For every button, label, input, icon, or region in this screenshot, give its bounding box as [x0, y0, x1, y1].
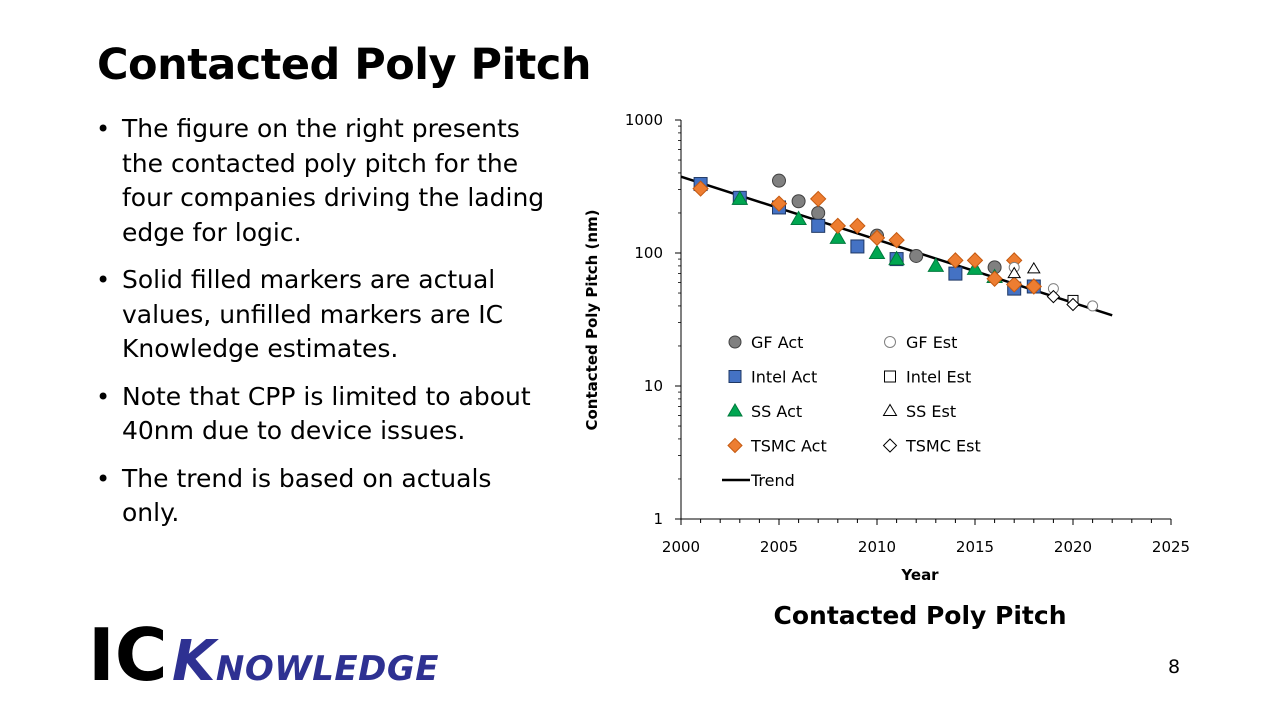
- bullet-item: The trend is based on actuals only.: [96, 462, 546, 531]
- y-tick-label: 10: [644, 377, 663, 395]
- data-point-ss-act: [888, 250, 905, 266]
- data-point-intel-act: [948, 266, 963, 281]
- x-axis-title: Year: [900, 566, 939, 584]
- data-point-ss-act: [927, 257, 945, 272]
- logo-knowledge-text: KNOWLEDGE LLC: [172, 629, 448, 692]
- legend-marker: [727, 403, 743, 417]
- data-point-gf-act: [791, 194, 806, 209]
- x-tick-label: 2025: [1152, 538, 1190, 556]
- legend-label: Trend: [750, 471, 795, 490]
- data-point-tsmc-act: [770, 195, 788, 212]
- data-point-tsmc-act: [986, 270, 1003, 287]
- data-point-intel-act: [850, 239, 865, 254]
- legend-label: GF Est: [906, 333, 957, 352]
- legend-marker: [884, 370, 896, 383]
- y-tick-label: 1000: [625, 111, 663, 129]
- page-number: 8: [1168, 656, 1181, 678]
- data-point-tsmc-est: [1046, 289, 1061, 304]
- legend-label: TSMC Est: [905, 437, 981, 456]
- data-point-tsmc-act: [1025, 278, 1043, 295]
- data-point-ss-act: [731, 190, 749, 205]
- y-tick-label: 1: [653, 510, 663, 528]
- scatter-chart: 2000 2005 2010 2015 2020 2025 1 10 100 1000 GF Ac…: [583, 111, 1190, 584]
- x-tick-label: 2000: [662, 538, 700, 556]
- data-point-tsmc-act: [809, 190, 827, 208]
- ic-knowledge-logo: IC KNOWLEDGE LLC: [88, 613, 448, 692]
- bullet-item: Note that CPP is limited to about 40nm d…: [96, 380, 546, 449]
- legend-marker: [727, 437, 743, 454]
- legend-label: GF Act: [751, 333, 803, 352]
- data-point-tsmc-act: [829, 217, 847, 235]
- legend-marker: [884, 336, 896, 348]
- legend-marker: [728, 370, 742, 383]
- data-point-tsmc-act: [1005, 276, 1023, 293]
- legend-label: TSMC Act: [750, 437, 827, 456]
- y-tick-label: 100: [634, 244, 663, 262]
- data-point-tsmc-act: [966, 252, 984, 269]
- data-point-ss-act: [829, 229, 847, 244]
- slide-title: Contacted Poly Pitch: [97, 40, 591, 90]
- bullet-item: The figure on the right presents the con…: [96, 112, 546, 250]
- data-point-tsmc-act: [849, 217, 866, 235]
- data-point-intel-act: [811, 218, 826, 233]
- data-point-tsmc-act: [947, 252, 964, 269]
- y-axis-title: Contacted Poly Pitch (nm): [583, 209, 601, 430]
- x-tick-label: 2020: [1054, 538, 1092, 556]
- legend-label: SS Act: [751, 402, 802, 421]
- data-point-gf-act: [772, 173, 786, 188]
- chart-caption: Contacted Poly Pitch: [773, 601, 1067, 630]
- data-point-ss-est: [1007, 266, 1022, 279]
- bullet-item: Solid filled markers are actual values, …: [96, 263, 546, 367]
- data-point-tsmc-est: [1066, 297, 1080, 312]
- data-point-gf-est: [1087, 300, 1099, 312]
- bullet-list: The figure on the right presents the con…: [96, 112, 546, 544]
- legend-label: Intel Est: [906, 368, 971, 387]
- legend-marker: [728, 335, 742, 349]
- data-point-tsmc-act: [868, 229, 886, 247]
- data-point-tsmc-act: [692, 180, 709, 197]
- legend-marker: [882, 438, 898, 453]
- x-tick-label: 2005: [760, 538, 798, 556]
- data-point-ss-est: [1026, 261, 1041, 274]
- legend-label: Intel Act: [751, 368, 817, 387]
- legend: GF Act GF Est Intel Act Intel Est SS Act SS E…: [722, 333, 981, 490]
- data-point-tsmc-act: [888, 231, 905, 249]
- legend-marker: [882, 403, 898, 416]
- data-point-gf-act: [811, 205, 826, 220]
- axes: 2000 2005 2010 2015 2020 2025 1 10 100 1000: [625, 111, 1190, 556]
- x-tick-label: 2010: [858, 538, 896, 556]
- data-point-gf-act: [909, 248, 924, 263]
- data-point-ss-act: [790, 210, 807, 226]
- logo-ic-text: IC: [88, 613, 168, 692]
- x-tick-label: 2015: [956, 538, 994, 556]
- legend-label: SS Est: [906, 402, 956, 421]
- data-marks: [692, 173, 1099, 312]
- data-point-ss-act: [868, 244, 886, 259]
